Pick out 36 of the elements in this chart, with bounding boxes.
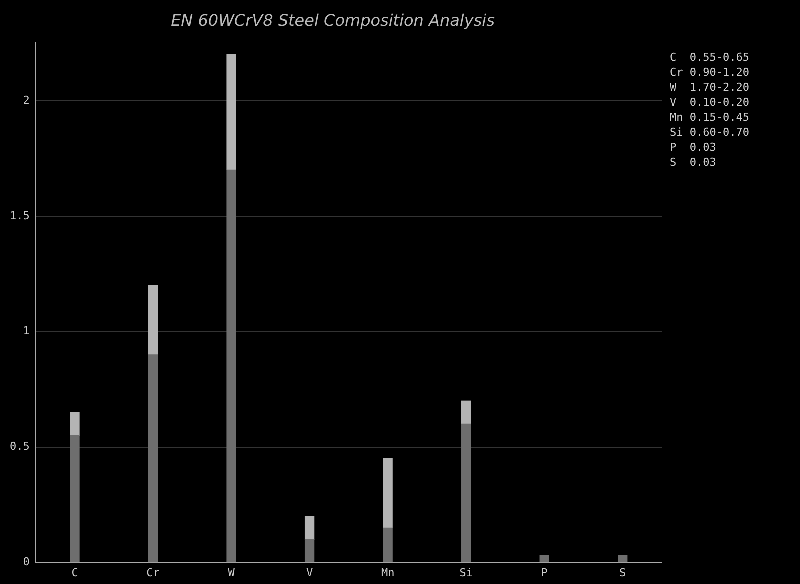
text: Si 0.60-0.70: [670, 126, 750, 139]
bar: [304, 516, 315, 540]
bar: [148, 354, 158, 563]
bar: [462, 400, 472, 425]
text: S 0.03: [670, 156, 716, 169]
x-tick-label: V: [306, 566, 314, 580]
x-tick-label: S: [620, 566, 626, 580]
text: C 0.55-0.65: [670, 50, 750, 64]
text: W 1.70-2.20: [670, 80, 750, 94]
x-tick-label: C: [72, 566, 78, 580]
bar: [618, 556, 628, 563]
text: P 0.03: [670, 140, 716, 154]
bar: [70, 412, 80, 436]
bar: [148, 285, 158, 356]
y-tick-label: 0.5: [10, 440, 30, 454]
y-tick-label: 0: [23, 556, 30, 569]
x-tick-label: P: [541, 566, 548, 580]
bar: [304, 539, 315, 563]
bar: [540, 556, 550, 563]
y-tick-label: 1: [23, 324, 30, 338]
text: V 0.10-0.20: [670, 96, 750, 109]
bar: [462, 424, 472, 563]
x-tick-label: Cr: [146, 566, 160, 580]
x-tick-label: Mn: [381, 566, 395, 580]
bar: [226, 54, 236, 171]
bar: [70, 435, 80, 563]
bar: [383, 528, 393, 563]
text: Cr 0.90-1.20: [670, 66, 750, 79]
x-tick-label: W: [228, 566, 236, 580]
x-tick-label: Si: [460, 566, 473, 580]
bar: [226, 170, 236, 563]
y-tick-label: 2: [23, 94, 30, 107]
y-tick-label: 1.5: [10, 209, 30, 222]
text: Mn 0.15-0.45: [670, 110, 750, 124]
chart-title: EN 60WCrV8 Steel Composition Analysis: [171, 10, 495, 30]
bar: [383, 458, 393, 528]
